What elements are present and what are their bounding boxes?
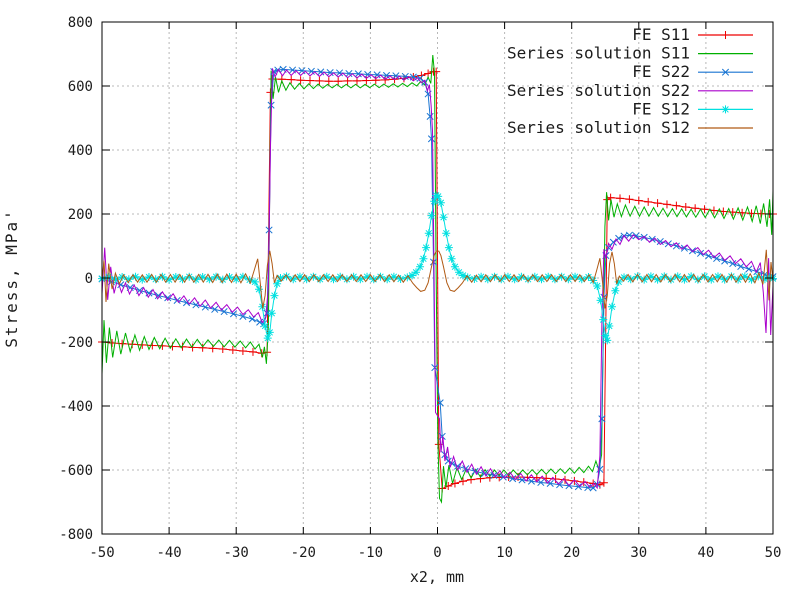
x-tick-label: -20 [291, 545, 316, 561]
x-tick-label: -30 [224, 545, 249, 561]
legend-label: FE S11 [632, 25, 690, 44]
y-tick-label: -400 [59, 399, 93, 415]
x-tick-label: 50 [765, 545, 782, 561]
legend-item-fe-s22: FE S22 [632, 62, 753, 81]
x-axis-title: x2, mm [410, 568, 464, 586]
x-tick-label: 30 [630, 545, 647, 561]
x-tick-label: -50 [89, 545, 114, 561]
legend-sample-marker [721, 68, 730, 76]
x-tick-label: 40 [697, 545, 714, 561]
legend-item-series-solution-s22: Series solution S22 [507, 81, 753, 100]
tick-labels: -50 -40 -30 -20 -10 0 10 20 30 40 50 -800 -600 -400 -2… [59, 15, 781, 561]
series-series-solution-s12-line [101, 249, 774, 309]
legend-item-series-solution-s12: Series solution S12 [507, 118, 753, 137]
series-series-solution-s11-line [101, 54, 774, 504]
y-tick-label: 200 [68, 207, 93, 223]
x-tick-label: 0 [433, 545, 441, 561]
y-tick-label: 800 [68, 15, 93, 31]
y-axis-title: Stress, MPa' [2, 208, 21, 348]
legend-sample-marker [721, 105, 730, 114]
plot-border [101, 21, 774, 535]
legend-item-series-solution-s11: Series solution S11 [507, 44, 753, 63]
x-tick-label: 20 [563, 545, 580, 561]
legend-sample-marker [721, 31, 730, 39]
y-tick-label: -800 [59, 527, 93, 543]
y-tick-label: 400 [68, 143, 93, 159]
legend-item-fe-s11: FE S11 [632, 25, 753, 44]
legend-label: Series solution S22 [507, 81, 690, 100]
legend-label: Series solution S11 [507, 44, 690, 63]
y-tick-label: 0 [85, 271, 93, 287]
plot-frame-and-ticks [101, 21, 774, 535]
series-series-solution-s22-line [101, 68, 774, 490]
y-tick-label: -600 [59, 463, 93, 479]
legend-label: FE S12 [632, 99, 690, 118]
y-tick-label: 600 [68, 79, 93, 95]
legend-item-fe-s12: FE S12 [632, 99, 753, 118]
x-tick-label: 10 [496, 545, 513, 561]
data-series [98, 54, 777, 504]
legend-label: Series solution S12 [507, 118, 690, 137]
legend-label: FE S22 [632, 62, 690, 81]
x-tick-label: -40 [156, 545, 181, 561]
x-tick-label: -10 [358, 545, 383, 561]
axis-titles: x2, mm Stress, MPa' [2, 208, 464, 586]
y-tick-label: -200 [59, 335, 93, 351]
